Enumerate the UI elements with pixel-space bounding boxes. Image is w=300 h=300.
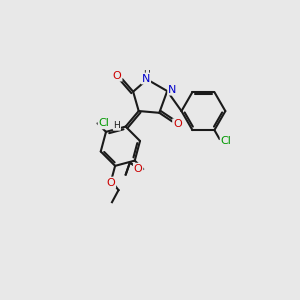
- Text: O: O: [113, 70, 122, 81]
- Text: N: N: [168, 85, 176, 95]
- Text: Cl: Cl: [98, 118, 110, 128]
- Text: H: H: [142, 70, 149, 79]
- Text: O: O: [173, 119, 182, 129]
- Text: O: O: [106, 178, 115, 188]
- Text: Cl: Cl: [220, 136, 232, 146]
- Text: N: N: [142, 74, 150, 83]
- Text: H: H: [113, 121, 120, 130]
- Text: O: O: [134, 164, 142, 174]
